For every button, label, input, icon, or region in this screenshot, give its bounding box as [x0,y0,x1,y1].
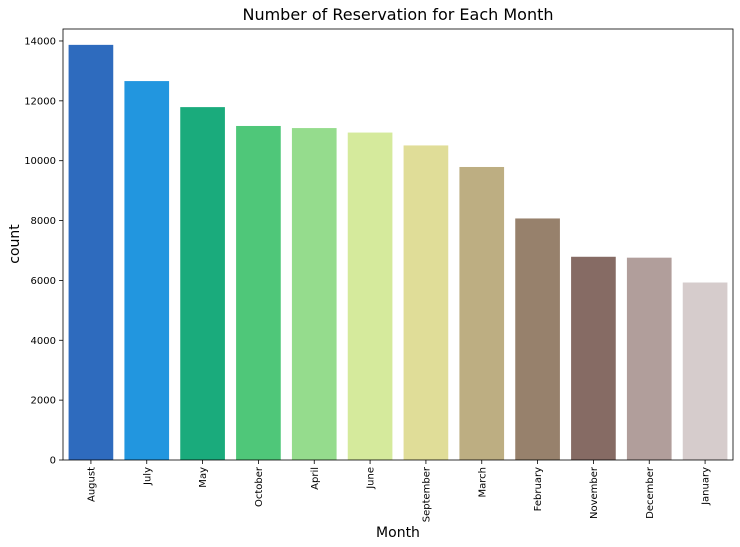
y-tick-label: 14000 [24,36,56,47]
x-tick-label: October [254,466,265,507]
bar-july [124,81,170,461]
bar-september [403,145,449,460]
y-tick-label: 12000 [24,96,56,107]
plot-frame [62,28,734,461]
x-tick-label: June [366,467,377,490]
y-tick-label: 0 [50,456,56,467]
chart-title: Number of Reservation for Each Month [242,5,553,24]
y-axis-label: count [7,224,23,264]
bar-november [571,256,616,460]
x-tick-label: April [310,467,321,490]
y-tick-label: 10000 [24,156,56,167]
x-tick-label: May [198,467,209,488]
x-tick-label: March [477,467,488,497]
bar-march [459,166,505,460]
y-tick-label: 4000 [31,336,56,347]
bar-december [626,257,672,460]
y-axis-ticks: 0 2000 4000 6000 8000 10000 12000 14000 [24,36,63,467]
y-tick-label: 2000 [31,396,56,407]
y-tick-label: 6000 [31,276,56,287]
bar-june [347,132,393,460]
x-tick-label: August [86,467,97,502]
x-tick-label: February [533,467,544,511]
x-tick-label: September [421,466,432,522]
y-tick-label: 8000 [31,216,56,227]
bars-group [68,44,728,461]
x-tick-label: November [589,466,600,519]
bar-october [236,125,281,460]
x-tick-label: January [701,467,712,506]
bar-february [515,218,560,460]
bar-august [68,44,114,461]
bar-january [682,282,728,460]
bar-april [291,128,337,461]
x-axis-label: Month [376,525,420,541]
x-tick-label: December [645,466,656,519]
bar-may [180,107,225,461]
x-tick-label: July [142,467,153,486]
x-axis-ticks: August July May October April June September Ma… [86,460,712,522]
